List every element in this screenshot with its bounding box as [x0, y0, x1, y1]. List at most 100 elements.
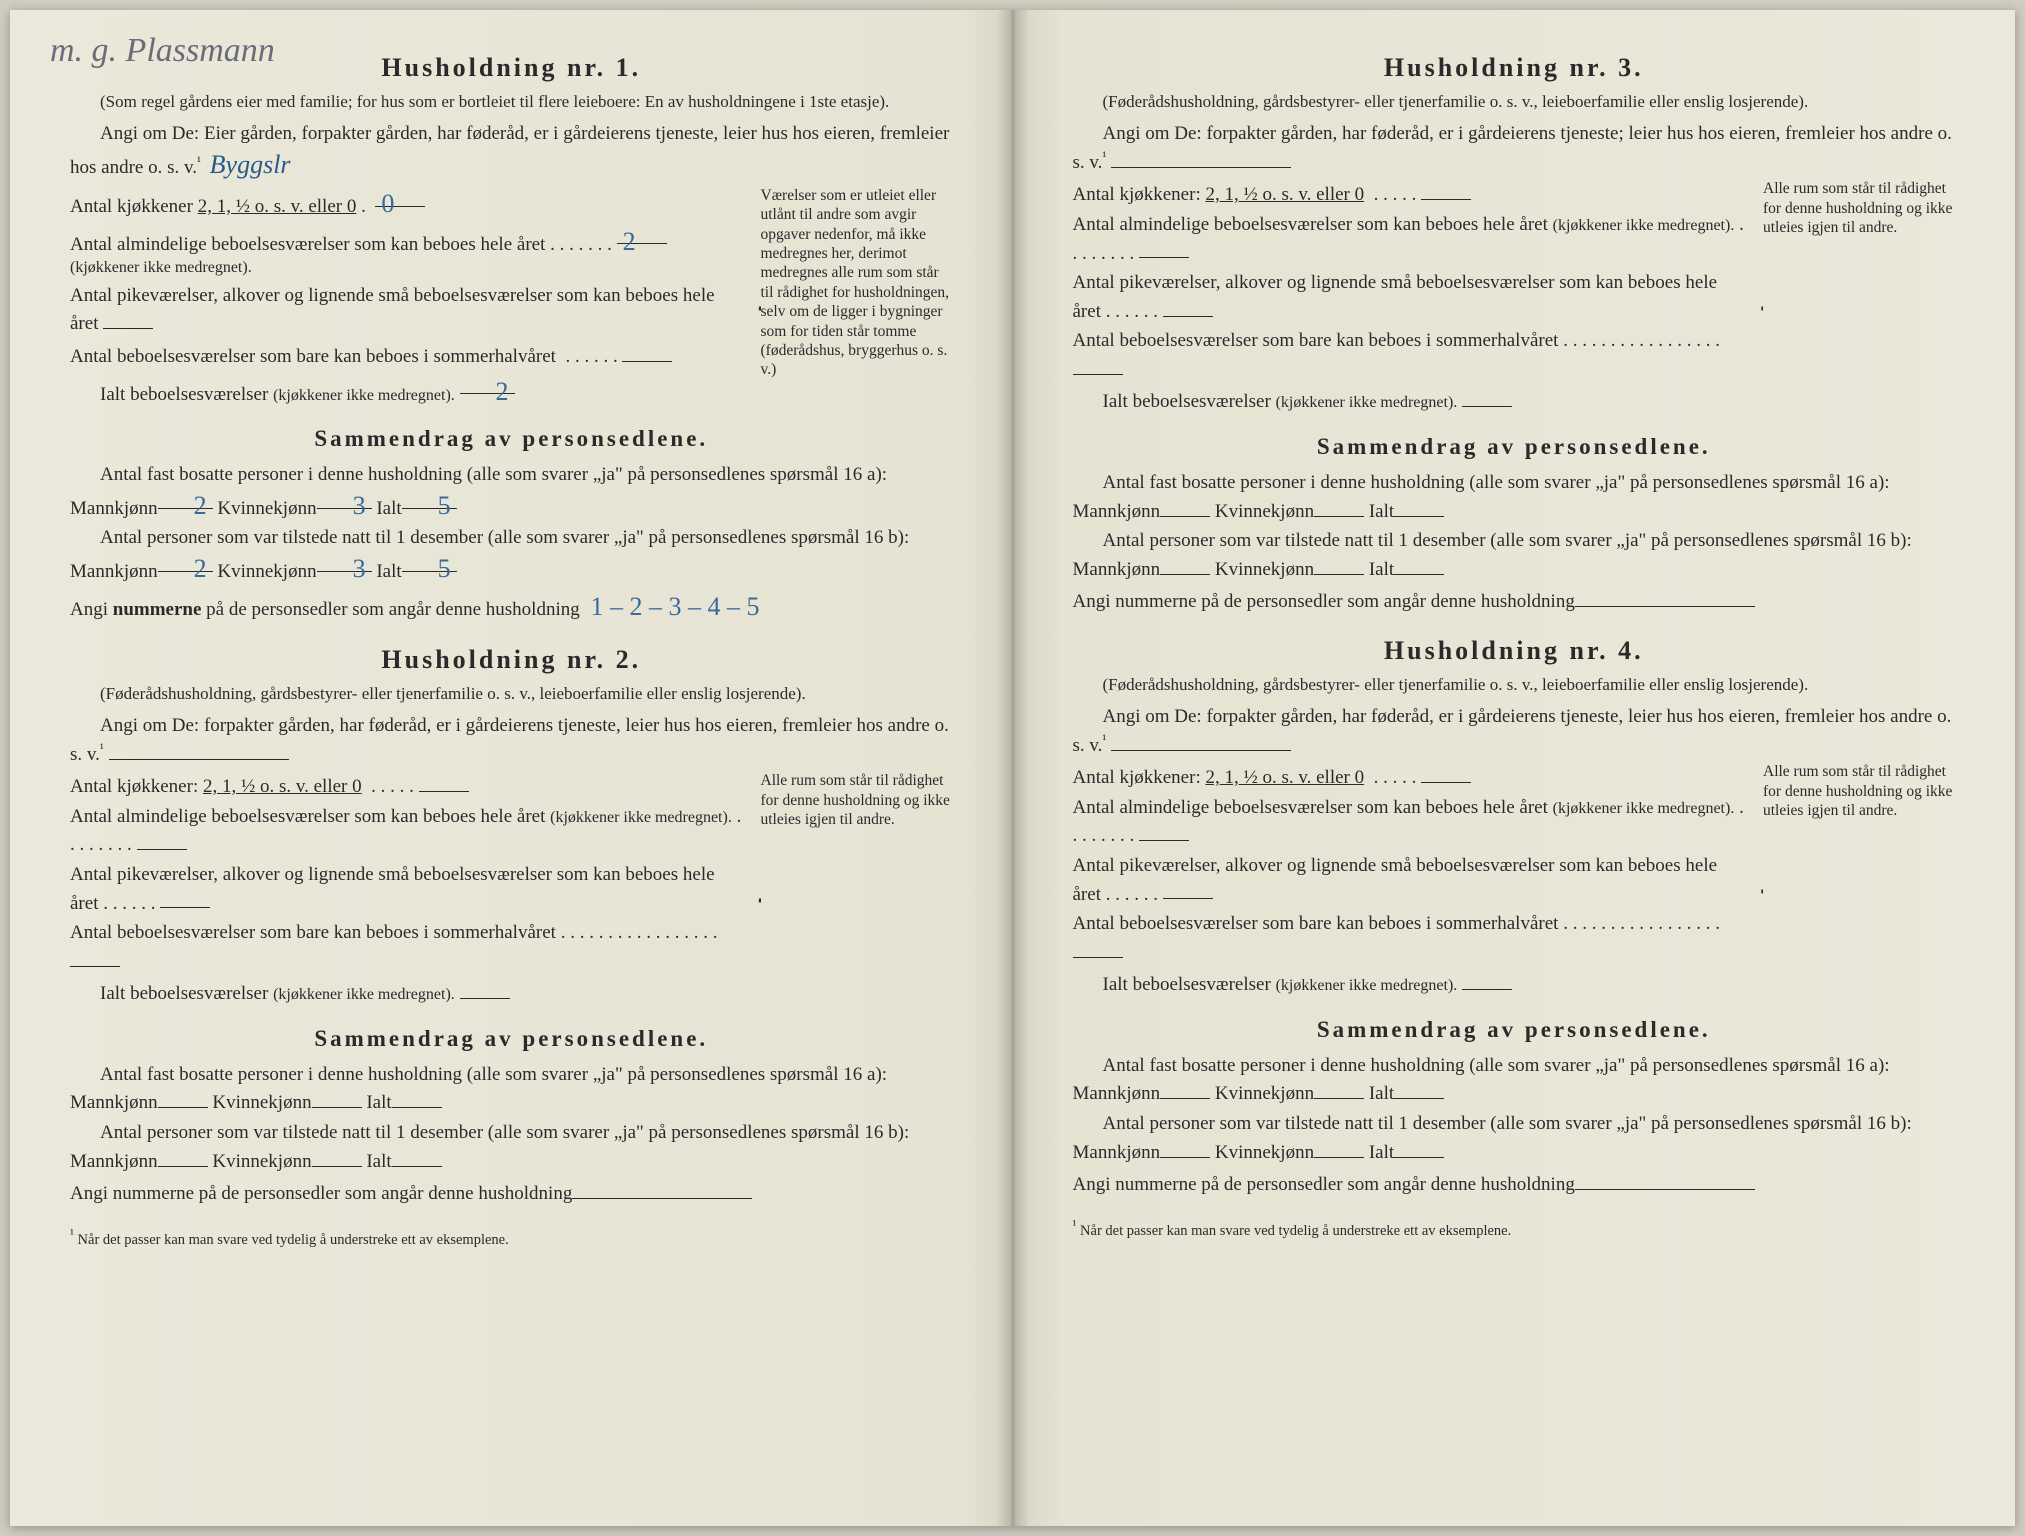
h1-mann-a: 2: [188, 491, 213, 520]
kvinne-2b: Kvinnekjønn: [212, 1151, 311, 1172]
fast-3: Antal fast bosatte personer i denne hush…: [1103, 472, 1890, 493]
h1-rooms-left: Antal kjøkkener 2, 1, ½ o. s. v. eller 0…: [70, 186, 743, 411]
h3-rooms-year: Antal almindelige beboelsesværelser som …: [1073, 212, 1746, 266]
handwritten-annotation: m. g. Plassmann: [50, 28, 275, 74]
h1-angi: Angi om De: Eier gården, forpakter gårde…: [70, 121, 953, 182]
angi-prefix-2: Angi om De:: [100, 715, 199, 736]
h2-title: Husholdning nr. 2.: [70, 642, 953, 677]
pike-label: Antal pikeværelser, alkover og lignende …: [70, 285, 715, 335]
ialt-label: Ialt beboelsesværelser: [100, 384, 268, 405]
h1-kvinne-a: 3: [347, 491, 372, 520]
tilstede-label: Antal personer som var tilstede natt til…: [100, 527, 909, 548]
household-4: Husholdning nr. 4. (Føderådshusholdning,…: [1073, 633, 1956, 1198]
h2-tilstede: Antal personer som var tilstede natt til…: [70, 1120, 953, 1174]
h1-side-note: { Værelser som er utleiet eller utlånt t…: [753, 186, 953, 411]
household-2: Husholdning nr. 2. (Føderådshusholdning,…: [70, 642, 953, 1207]
rooms-year-note-2: (kjøkkener ikke medregnet).: [550, 809, 732, 826]
nummer-2: Angi nummerne på de personsedler som ang…: [70, 1183, 572, 1204]
angi-text: Eier gården, forpakter gården, har føder…: [70, 123, 949, 178]
ialt-2b: Ialt: [366, 1151, 391, 1172]
kvinne-label-b: Kvinnekjønn: [217, 561, 316, 582]
h3-tilstede: Antal personer som var tilstede natt til…: [1073, 528, 1956, 582]
tilstede-2: Antal personer som var tilstede natt til…: [100, 1122, 909, 1143]
fast-2: Antal fast bosatte personer i denne hush…: [100, 1064, 887, 1085]
ialt-note-4: (kjøkkener ikke medregnet).: [1276, 977, 1458, 994]
ialt-note: (kjøkkener ikke medregnet).: [273, 387, 455, 404]
h1-rooms-block: Antal kjøkkener 2, 1, ½ o. s. v. eller 0…: [70, 186, 953, 411]
summer-label: Antal beboelsesværelser som bare kan beb…: [70, 346, 556, 367]
h1-mann-b: 2: [188, 554, 213, 583]
h2-angi: Angi om De: forpakter gården, har føderå…: [70, 713, 953, 767]
h1-kvinne-b: 3: [347, 554, 372, 583]
nummer-label-post: på de personsedler som angår denne husho…: [201, 599, 579, 620]
h1-note: (Som regel gårdens eier med familie; for…: [70, 91, 953, 113]
h4-rooms-left: Antal kjøkkener: 2, 1, ½ o. s. v. eller …: [1073, 762, 1746, 1002]
nummer-4: Angi nummerne på de personsedler som ang…: [1073, 1174, 1575, 1195]
ialt-3b: Ialt: [1369, 559, 1394, 580]
h2-summer: Antal beboelsesværelser som bare kan beb…: [70, 920, 743, 974]
mann-label-b: Mannkjønn: [70, 561, 158, 582]
h4-side-note: { Alle rum som står til rådighet for den…: [1755, 762, 1955, 1002]
footnote-marker-r: ¹: [1073, 1217, 1077, 1232]
footnote-ref-2: ¹: [100, 740, 104, 755]
h2-kitchens: Antal kjøkkener: 2, 1, ½ o. s. v. eller …: [70, 771, 743, 800]
footnote-text-l: Når det passer kan man svare ved tydelig…: [78, 1232, 509, 1248]
ialt-4b: Ialt: [1369, 1142, 1394, 1163]
h3-title: Husholdning nr. 3.: [1073, 50, 1956, 85]
household-3: Husholdning nr. 3. (Føderådshusholdning,…: [1073, 50, 1956, 615]
side-note-4: Alle rum som står til rådighet for denne…: [1763, 763, 1952, 819]
fast-label: Antal fast bosatte personer i denne hush…: [100, 464, 887, 485]
footnote-marker-l: ¹: [70, 1226, 74, 1241]
mann-3a: Mannkjønn: [1073, 501, 1161, 522]
footnote-left: ¹ Når det passer kan man svare ved tydel…: [70, 1225, 953, 1250]
angi-prefix-4: Angi om De:: [1103, 706, 1202, 727]
kvinne-3b: Kvinnekjønn: [1215, 559, 1314, 580]
summer-2: Antal beboelsesværelser som bare kan beb…: [70, 922, 556, 943]
h1-tilstede: Antal personer som var tilstede natt til…: [70, 525, 953, 584]
mann-2a: Mannkjønn: [70, 1092, 158, 1113]
h1-summer: Antal beboelsesværelser som bare kan beb…: [70, 341, 743, 370]
h1-angi-fill: Byggslr: [206, 150, 295, 179]
kvinne-4b: Kvinnekjønn: [1215, 1142, 1314, 1163]
h1-fast: Antal fast bosatte personer i denne hush…: [70, 462, 953, 521]
tilstede-4: Antal personer som var tilstede natt til…: [1103, 1113, 1912, 1134]
summer-3: Antal beboelsesværelser som bare kan beb…: [1073, 330, 1559, 351]
h1-pike: Antal pikeværelser, alkover og lignende …: [70, 283, 743, 337]
nummer-label-pre: Angi: [70, 599, 113, 620]
fast-4: Antal fast bosatte personer i denne hush…: [1103, 1055, 1890, 1076]
page-right: Husholdning nr. 3. (Føderådshusholdning,…: [1013, 10, 2016, 1526]
kitchens-label: Antal kjøkkener 2, 1, ½ o. s. v. eller 0: [70, 194, 356, 220]
h2-nummer: Angi nummerne på de personsedler som ang…: [70, 1178, 953, 1207]
ialt-note-2: (kjøkkener ikke medregnet).: [273, 986, 455, 1003]
h2-fast: Antal fast bosatte personer i denne hush…: [70, 1062, 953, 1116]
mann-4a: Mannkjønn: [1073, 1083, 1161, 1104]
kitchens-label-4: Antal kjøkkener: [1073, 767, 1196, 788]
kvinne-3a: Kvinnekjønn: [1215, 501, 1314, 522]
rooms-year-note-4: (kjøkkener ikke medregnet).: [1553, 800, 1735, 817]
side-note-2: Alle rum som står til rådighet for denne…: [761, 772, 950, 828]
h2-ialt: Ialt beboelsesværelser (kjøkkener ikke m…: [70, 978, 743, 1007]
ialt-label-p: Ialt: [376, 498, 401, 519]
angi-prefix: Angi om De:: [100, 123, 199, 144]
h2-note: (Føderådshusholdning, gårdsbestyrer- ell…: [70, 683, 953, 705]
mann-label: Mannkjønn: [70, 498, 158, 519]
h1-ialt-fill: 2: [490, 377, 515, 406]
h4-note: (Føderådshusholdning, gårdsbestyrer- ell…: [1073, 674, 1956, 696]
h1-ialt-b: 5: [432, 554, 457, 583]
ialt-label-pb: Ialt: [376, 561, 401, 582]
footnote-ref-4: ¹: [1102, 731, 1106, 746]
h3-ialt: Ialt beboelsesværelser (kjøkkener ikke m…: [1073, 386, 1746, 415]
kitchens-opts-2: 2, 1, ½ o. s. v. eller 0: [203, 776, 362, 797]
nummer-bold: nummerne: [113, 599, 202, 620]
ialt-4: Ialt beboelsesværelser: [1103, 974, 1271, 995]
rooms-year-label: Antal almindelige beboelsesværelser som …: [70, 234, 545, 255]
h1-nummer: Angi nummerne på de personsedler som ang…: [70, 589, 953, 624]
kitchens-label-3: Antal kjøkkener: [1073, 184, 1196, 205]
h1-nummer-fill: 1 – 2 – 3 – 4 – 5: [584, 592, 765, 621]
nummer-3: Angi nummerne på de personsedler som ang…: [1073, 591, 1575, 612]
brace-icon-3: {: [1745, 179, 1763, 419]
ialt-3: Ialt beboelsesværelser: [1103, 391, 1271, 412]
kvinne-2a: Kvinnekjønn: [212, 1092, 311, 1113]
h4-tilstede: Antal personer som var tilstede natt til…: [1073, 1111, 1956, 1165]
brace-icon-2: {: [743, 771, 761, 1011]
